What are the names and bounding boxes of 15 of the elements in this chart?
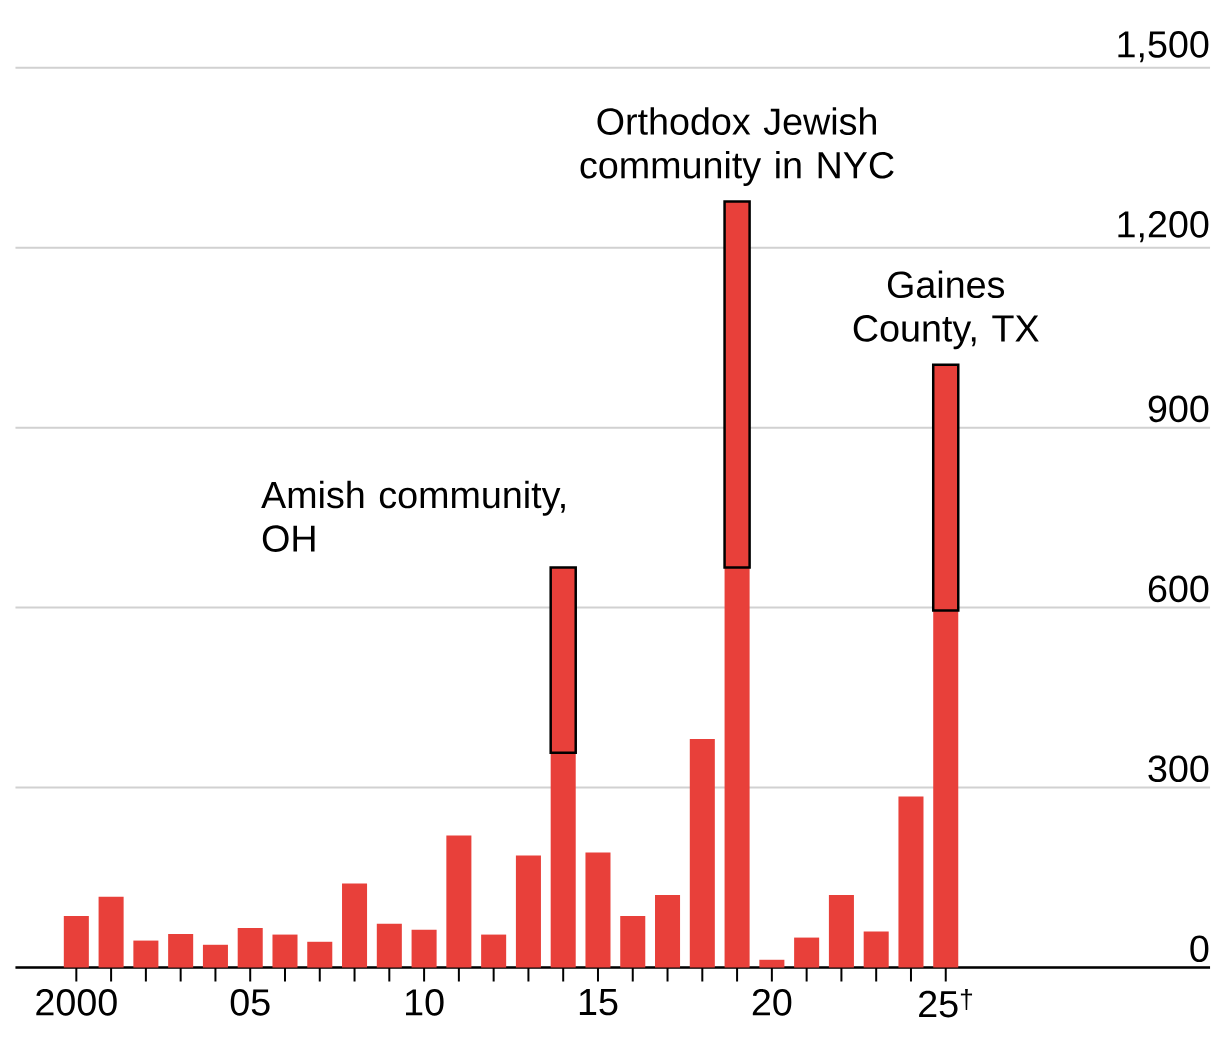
annotation: Orthodox Jewish community in NYC	[580, 107, 894, 186]
x-tick-label: 25$^{†}$	[919, 988, 973, 1018]
y-tick-label: 600	[1148, 575, 1209, 603]
y-tick-label: 1,500	[1118, 30, 1209, 63]
x-tick-label: 15	[579, 988, 618, 1016]
x-tick-label: 2000	[36, 988, 117, 1016]
y-tick-label: 300	[1148, 755, 1209, 783]
y-tick-label: 900	[1148, 395, 1209, 423]
annotation: Amish community, OH	[261, 480, 565, 552]
x-tick-label: 10	[406, 988, 444, 1016]
x-tick-label: 05	[230, 988, 270, 1016]
x-tick-label: 20	[752, 988, 792, 1016]
annotation: Gaines County, TX	[853, 270, 1039, 350]
y-tick-label: 1,200	[1118, 210, 1209, 243]
y-tick-label: 0	[1190, 935, 1209, 963]
